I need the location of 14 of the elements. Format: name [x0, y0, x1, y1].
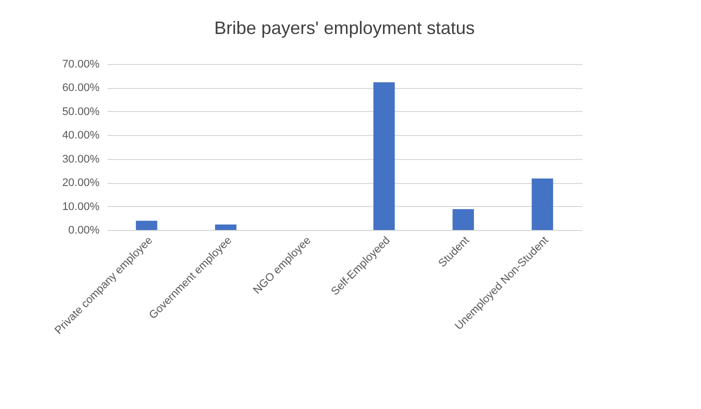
bar	[373, 82, 395, 230]
bar	[532, 178, 554, 230]
y-tick-label: 50.00%	[62, 106, 100, 118]
bar	[215, 224, 236, 230]
y-tick-label: 30.00%	[62, 153, 100, 166]
bar	[452, 209, 474, 230]
y-tick-label: 0.00%	[68, 224, 100, 236]
chart-title: Bribe payers' employment status	[214, 18, 475, 38]
bar	[136, 220, 158, 230]
y-tick-label: 40.00%	[62, 130, 100, 142]
y-tick-label: 60.00%	[62, 82, 100, 94]
y-tick-label: 20.00%	[62, 177, 100, 190]
y-tick-label: 10.00%	[62, 200, 100, 213]
y-tick-label: 70.00%	[62, 58, 100, 70]
